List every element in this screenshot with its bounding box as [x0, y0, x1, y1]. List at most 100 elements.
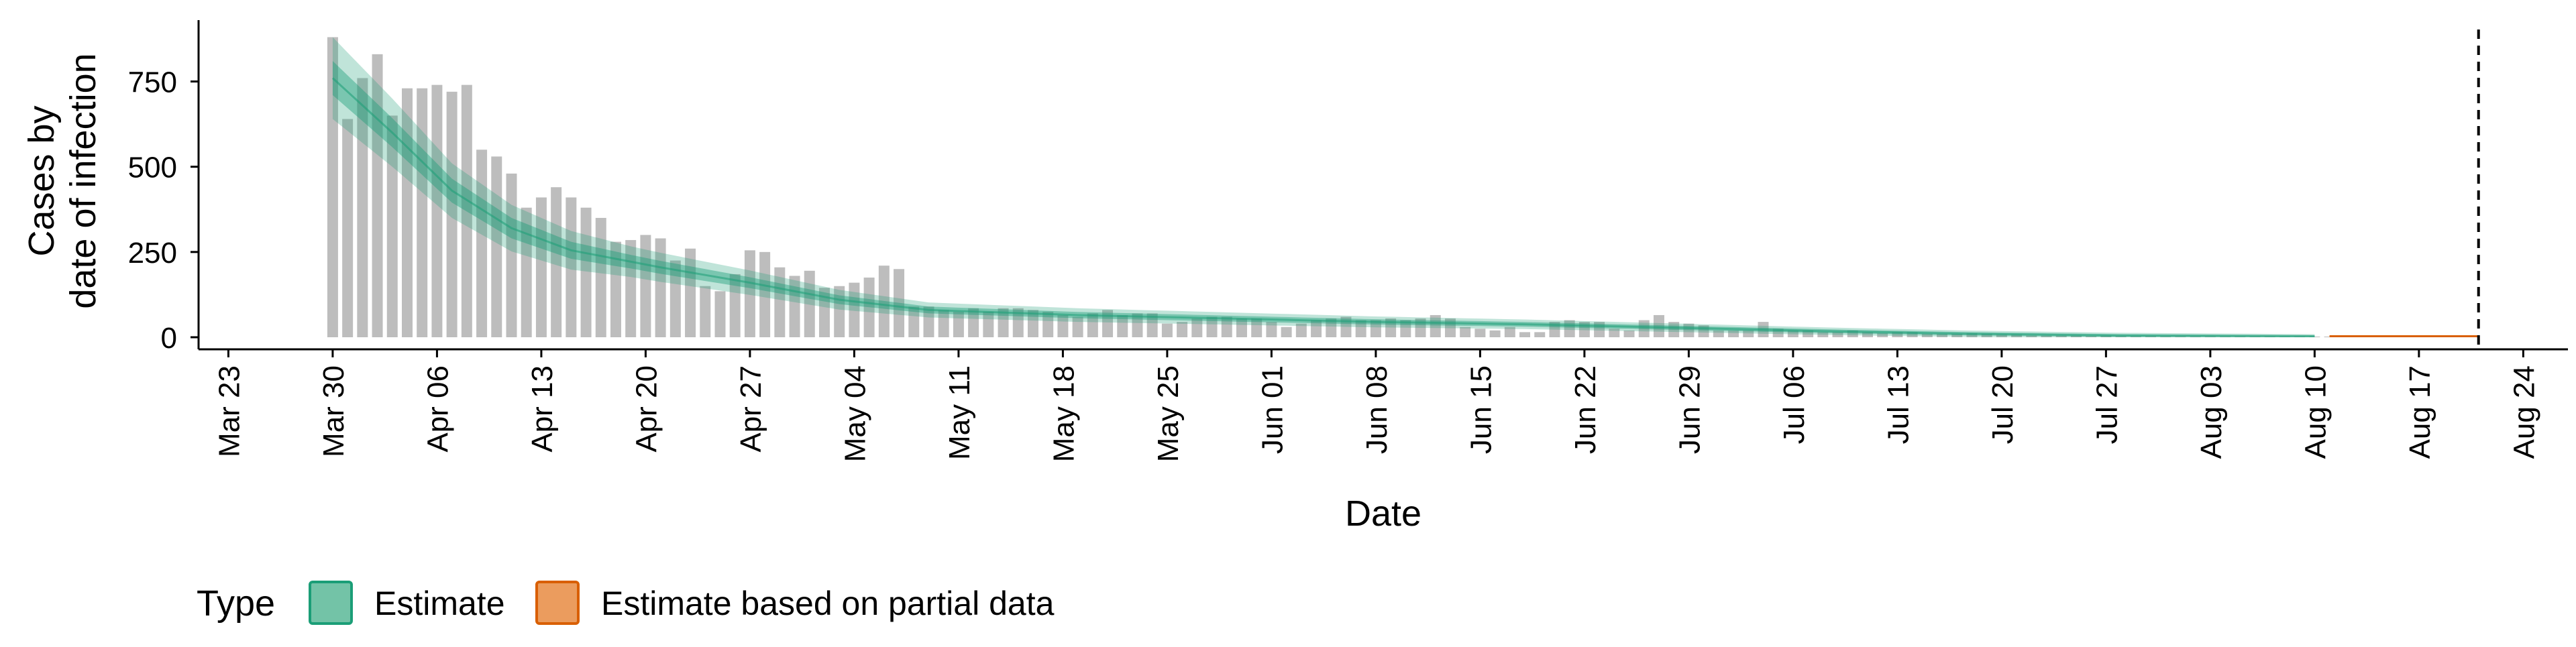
case-bar	[1326, 318, 1337, 337]
case-bar	[2086, 336, 2097, 337]
case-bar	[2115, 336, 2127, 337]
case-bar	[1668, 322, 1680, 337]
case-bar	[1937, 333, 1948, 337]
case-bar	[729, 274, 741, 337]
x-tick-label: Jul 27	[2090, 365, 2123, 444]
x-tick-label: Mar 23	[213, 365, 246, 457]
estimate-median-line	[331, 77, 2315, 337]
case-bar	[1817, 332, 1829, 337]
x-tick-label: Apr 27	[735, 365, 767, 453]
case-bar	[1743, 330, 1754, 337]
case-bar	[1191, 318, 1203, 337]
x-tick-label: May 04	[839, 365, 871, 462]
x-tick-label: Jun 22	[1569, 365, 1602, 454]
case-bar	[908, 306, 920, 337]
case-bar	[2011, 334, 2023, 337]
y-tick-label: 750	[128, 66, 177, 99]
case-bar	[878, 266, 890, 337]
case-bar	[1266, 322, 1277, 337]
case-bar	[625, 240, 637, 337]
case-bar	[998, 308, 1009, 337]
case-bar	[551, 187, 562, 337]
case-bar	[566, 197, 577, 337]
x-tick-label: Jun 29	[1673, 365, 1706, 454]
legend-swatch-estimate	[309, 581, 353, 625]
x-tick-label: Jun 08	[1360, 365, 1393, 454]
case-bar	[1400, 320, 1411, 337]
x-tick-label: Apr 06	[421, 365, 454, 453]
case-bar	[1221, 316, 1232, 337]
case-bar	[938, 310, 949, 337]
case-bar	[744, 250, 755, 337]
case-bar	[968, 308, 979, 337]
case-bar	[1504, 327, 1515, 337]
case-bar	[446, 91, 458, 337]
case-bar	[1921, 333, 1933, 337]
case-bar	[2026, 335, 2037, 337]
case-bar	[1892, 332, 1903, 337]
case-bar	[685, 248, 696, 337]
case-bar	[1832, 332, 1843, 337]
y-tick-label: 0	[161, 322, 177, 355]
case-bar	[759, 251, 771, 337]
case-bar	[2055, 335, 2067, 337]
estimate-bands	[331, 37, 2479, 338]
case-bar	[714, 291, 726, 337]
case-bar	[1087, 313, 1098, 337]
legend: Type Estimate Estimate based on partial …	[197, 581, 1055, 625]
case-bar	[655, 238, 666, 337]
case-bar	[431, 84, 443, 337]
case-bar	[1146, 313, 1158, 337]
legend-title: Type	[197, 583, 275, 624]
x-tick-label: Aug 03	[2195, 365, 2228, 459]
case-bar	[580, 207, 592, 337]
x-tick-label: Jul 13	[1882, 365, 1915, 444]
case-bar	[923, 306, 934, 337]
x-tick-label: Jul 20	[1986, 365, 2019, 444]
case-bar	[1370, 320, 1381, 337]
y-tick-label: 500	[128, 152, 177, 184]
case-bar	[1981, 333, 1992, 337]
case-bar	[1966, 333, 1978, 337]
x-tick-label: Aug 17	[2404, 365, 2436, 459]
case-bar	[1057, 314, 1069, 337]
x-tick-label: May 11	[943, 365, 976, 460]
case-bar	[1803, 330, 1814, 337]
x-ticks: Mar 23 Mar 30 Apr 06 Apr 13 Apr 20 Apr 27 May …	[213, 349, 2540, 462]
case-bar	[2041, 335, 2052, 337]
case-bar	[1638, 320, 1650, 337]
x-tick-label: Mar 30	[317, 365, 350, 457]
x-tick-label: Jul 06	[1778, 365, 1811, 444]
x-tick-label: May 25	[1152, 365, 1185, 462]
case-bar	[506, 173, 517, 337]
x-tick-label: Apr 13	[526, 365, 559, 453]
case-bars	[327, 37, 2365, 338]
case-bar	[491, 156, 502, 337]
case-bar	[1460, 327, 1471, 337]
case-bar	[1355, 320, 1366, 337]
case-bar	[342, 119, 354, 338]
case-bar	[849, 282, 860, 337]
case-bar	[610, 241, 621, 337]
y-axis-title-line-1: Cases by	[21, 105, 62, 256]
case-bar	[2130, 336, 2141, 337]
case-bar	[1012, 308, 1024, 337]
case-bar	[1862, 332, 1873, 337]
y-ticks: 0 250 500 750	[128, 66, 199, 355]
case-bar	[1042, 311, 1054, 337]
x-tick-label: Aug 10	[2299, 365, 2332, 459]
case-bar	[1132, 313, 1143, 337]
case-bar	[1713, 330, 1724, 337]
case-bar	[1251, 318, 1263, 337]
legend-swatch-partial	[535, 581, 580, 625]
case-bar	[983, 311, 994, 337]
x-tick-label: May 18	[1047, 365, 1080, 462]
case-bar	[1609, 329, 1620, 337]
case-bar	[1206, 316, 1218, 337]
case-bar	[386, 115, 398, 337]
case-bar	[1430, 314, 1441, 337]
axes	[197, 20, 2568, 351]
case-bar	[1877, 333, 1888, 337]
